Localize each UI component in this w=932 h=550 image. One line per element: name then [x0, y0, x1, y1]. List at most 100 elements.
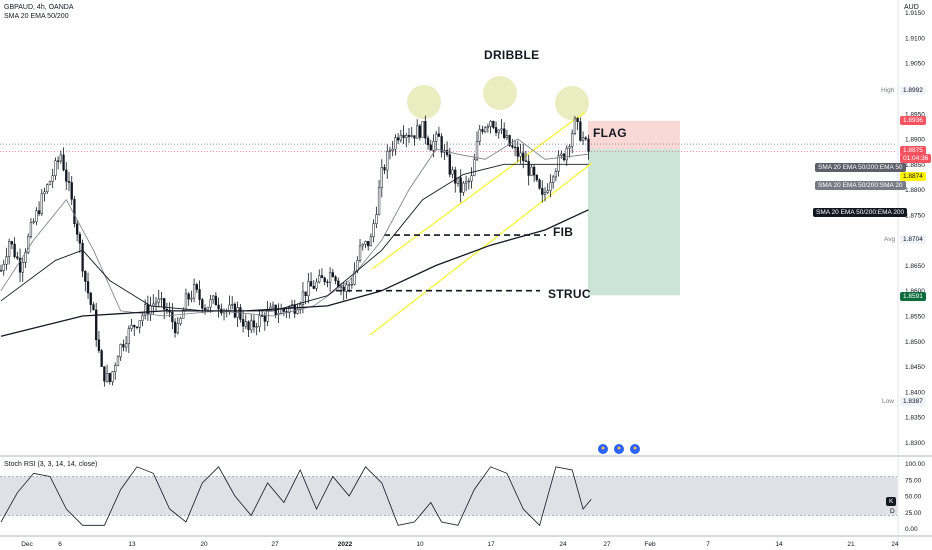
- candle-body: [489, 120, 492, 127]
- candle-body: [435, 133, 438, 142]
- candle-body: [511, 145, 514, 148]
- candle-body: [571, 133, 574, 147]
- candle-body: [81, 243, 84, 272]
- candle-body: [464, 181, 468, 184]
- x-tick-label: 24: [559, 541, 567, 548]
- candle-body: [445, 150, 449, 155]
- candle-body: [111, 371, 114, 383]
- candle-body: [484, 127, 487, 132]
- earnings-icon[interactable]: ●: [614, 444, 624, 454]
- candle-body: [470, 175, 473, 182]
- candle-body: [105, 373, 109, 382]
- stoch-tick-label: 25.00: [905, 510, 922, 517]
- candle-body: [307, 281, 310, 296]
- high-marker: High: [881, 87, 895, 94]
- candle-body: [263, 315, 266, 322]
- candle-body: [97, 339, 101, 351]
- candle-body: [481, 129, 484, 132]
- candle-body: [154, 301, 158, 305]
- candle-body: [198, 289, 201, 300]
- y-tick-label: 1.8550: [905, 313, 925, 320]
- candle-body: [130, 325, 133, 330]
- y-tick-label: 1.8450: [905, 364, 925, 371]
- candle-body: [315, 281, 318, 289]
- y-tick-label: 1.8300: [905, 440, 925, 447]
- candle-body: [138, 320, 141, 328]
- candle-body: [86, 281, 90, 294]
- candle-body: [581, 137, 585, 141]
- candle-body: [402, 134, 405, 138]
- candle-body: [144, 304, 147, 316]
- candle-body: [179, 318, 182, 324]
- candle-body: [375, 214, 378, 225]
- price-tag-last: 1.8875: [900, 146, 926, 155]
- candle-body: [478, 129, 481, 142]
- candle-body: [410, 135, 413, 137]
- candle-body: [350, 284, 354, 286]
- candle-body: [407, 135, 411, 137]
- candle-body: [255, 326, 258, 328]
- x-tick-label: 27: [603, 541, 611, 548]
- candle-body: [505, 135, 509, 138]
- candle-body: [122, 344, 125, 348]
- candle-body: [124, 343, 128, 348]
- candle-body: [549, 182, 552, 191]
- avg-marker: Avg: [884, 236, 896, 243]
- ma-line-sma-20: [0, 138, 589, 317]
- y-tick-label: 1.8850: [905, 162, 925, 169]
- candle-body: [530, 166, 533, 176]
- candle-body: [391, 148, 394, 151]
- candle-body: [573, 117, 577, 134]
- candle-body: [173, 321, 177, 334]
- dribble-circle: [555, 86, 589, 120]
- y-tick-label: 1.8500: [905, 339, 925, 346]
- x-tick-label: 21: [847, 541, 855, 548]
- candle-body: [560, 153, 563, 156]
- stoch-d-tag: D: [890, 508, 895, 515]
- stoch-tick-label: 50.00: [905, 494, 922, 501]
- candle-body: [541, 188, 544, 195]
- earnings-icon[interactable]: ●: [630, 444, 640, 454]
- y-tick-label: 1.8600: [905, 288, 925, 295]
- candle-body: [372, 223, 375, 237]
- candle-body: [394, 137, 397, 150]
- candle-body: [565, 147, 568, 161]
- candle-body: [369, 236, 373, 247]
- x-tick-label: 2022: [338, 541, 353, 548]
- candle-body: [103, 366, 106, 382]
- dribble-circle: [407, 85, 441, 119]
- candle-body: [46, 184, 49, 193]
- x-tick-label: 7: [706, 541, 710, 548]
- candle-body: [328, 272, 332, 283]
- candle-body: [21, 262, 24, 273]
- candle-body: [331, 272, 334, 277]
- candle-body: [353, 270, 356, 285]
- candle-body: [519, 152, 522, 157]
- candle-body: [418, 125, 422, 138]
- candle-body: [190, 297, 193, 300]
- indicator-title: SMA 20 EMA 50/200: [4, 13, 69, 20]
- dribble-circle: [483, 76, 517, 110]
- candle-body: [92, 304, 95, 311]
- currency-label[interactable]: AUD: [904, 4, 919, 11]
- trendline-upper: [371, 111, 586, 270]
- earnings-icon[interactable]: ●: [598, 444, 608, 454]
- candle-body: [467, 180, 470, 183]
- y-tick-label: 1.8400: [905, 389, 925, 396]
- ema200-label: SMA 20 EMA 50/200:EMA 200: [813, 208, 908, 217]
- candle-body: [95, 309, 98, 341]
- candle-body: [62, 154, 65, 171]
- candle-body: [10, 241, 14, 245]
- candle-body: [440, 136, 443, 153]
- candle-body: [304, 291, 307, 296]
- candle-body: [309, 281, 313, 287]
- x-tick-label: 6: [58, 541, 62, 548]
- candle-body: [70, 182, 73, 200]
- candle-body: [203, 308, 207, 310]
- candle-body: [424, 121, 427, 139]
- candle-body: [522, 152, 525, 162]
- ema50-label: SMA 20 EMA 50/200:EMA 50: [815, 163, 906, 172]
- candle-body: [421, 121, 424, 138]
